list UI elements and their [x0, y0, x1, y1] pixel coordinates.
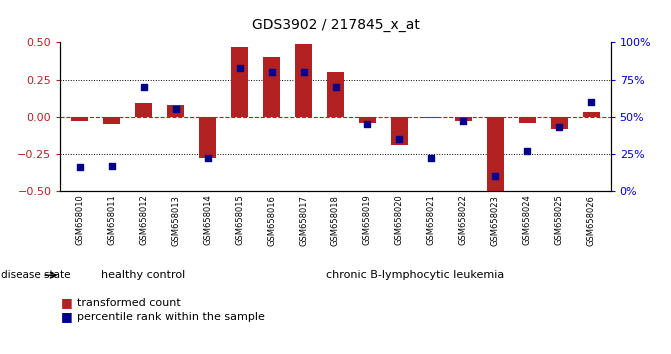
Point [298, 69, 309, 75]
Text: GSM658015: GSM658015 [235, 195, 244, 245]
Point [554, 124, 565, 130]
Bar [359, 117, 376, 123]
Bar [167, 105, 185, 117]
Bar [70, 117, 89, 121]
Text: GSM658014: GSM658014 [203, 195, 212, 245]
Point [74, 165, 85, 170]
Text: GSM658023: GSM658023 [491, 195, 500, 246]
Bar [231, 47, 248, 117]
Point [106, 163, 117, 169]
Point [586, 99, 597, 105]
Text: ■: ■ [60, 310, 72, 323]
Bar [455, 117, 472, 121]
Point [522, 148, 533, 154]
Text: GSM658020: GSM658020 [395, 195, 404, 245]
Text: GSM658013: GSM658013 [171, 195, 180, 246]
Point [138, 84, 149, 90]
Bar [582, 112, 601, 117]
Text: transformed count: transformed count [77, 298, 181, 308]
Bar [263, 57, 280, 117]
Text: chronic B-lymphocytic leukemia: chronic B-lymphocytic leukemia [326, 270, 505, 280]
Text: GSM658024: GSM658024 [523, 195, 532, 245]
Point [202, 156, 213, 161]
Point [234, 65, 245, 70]
Bar [423, 117, 440, 118]
Point [394, 136, 405, 142]
Text: GDS3902 / 217845_x_at: GDS3902 / 217845_x_at [252, 18, 419, 32]
Bar [327, 72, 344, 117]
Bar [519, 117, 536, 123]
Bar [486, 117, 504, 194]
Text: percentile rank within the sample: percentile rank within the sample [77, 312, 265, 322]
Text: disease state: disease state [1, 270, 71, 280]
Point [330, 84, 341, 90]
Point [170, 107, 181, 112]
Text: GSM658011: GSM658011 [107, 195, 116, 245]
Bar [103, 117, 120, 124]
Text: GSM658022: GSM658022 [459, 195, 468, 245]
Text: GSM658025: GSM658025 [555, 195, 564, 245]
Point [266, 69, 277, 75]
Bar [135, 103, 152, 117]
Text: healthy control: healthy control [101, 270, 186, 280]
Text: GSM658010: GSM658010 [75, 195, 84, 245]
Text: GSM658026: GSM658026 [587, 195, 596, 246]
Text: GSM658012: GSM658012 [139, 195, 148, 245]
Text: ■: ■ [60, 296, 72, 309]
Text: GSM658017: GSM658017 [299, 195, 308, 246]
Point [426, 156, 437, 161]
Point [362, 121, 373, 127]
Text: GSM658021: GSM658021 [427, 195, 436, 245]
Text: GSM658018: GSM658018 [331, 195, 340, 246]
Point [458, 119, 469, 124]
Bar [199, 117, 216, 159]
Point [490, 173, 501, 179]
Text: GSM658019: GSM658019 [363, 195, 372, 245]
Text: GSM658016: GSM658016 [267, 195, 276, 246]
Bar [295, 44, 312, 117]
Bar [391, 117, 408, 145]
Bar [551, 117, 568, 129]
